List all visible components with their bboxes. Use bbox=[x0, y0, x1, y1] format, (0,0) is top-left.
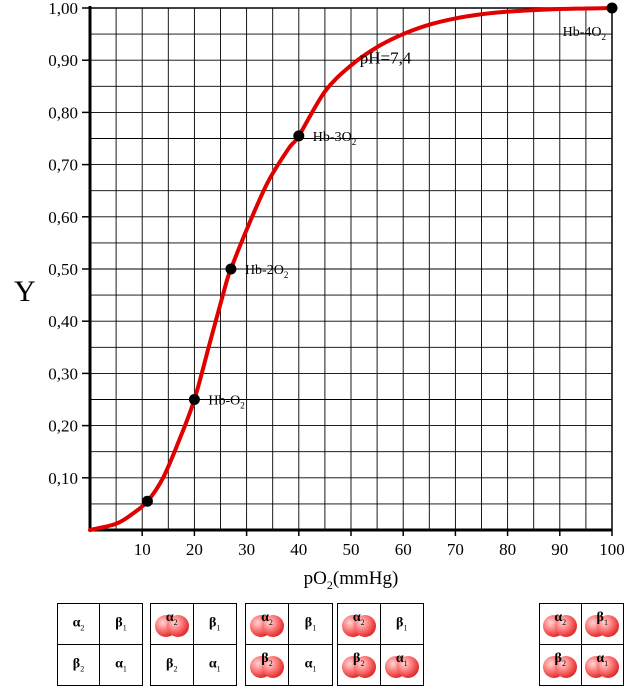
oxygen-molecule-icon bbox=[250, 614, 284, 637]
x-tick-label: 10 bbox=[134, 540, 151, 559]
point-label: Hb-O2 bbox=[208, 394, 244, 411]
y-tick-labels: 0,10 0,20 0,30 0,40 0,50 0,60 0,70 0,80 0,90 1,00 bbox=[48, 0, 90, 488]
subunit-label: α1 bbox=[596, 650, 609, 668]
x-tick-labels: 10 20 30 40 50 60 70 80 90 100 bbox=[134, 530, 625, 559]
subunit-label: β1 bbox=[396, 615, 408, 633]
data-point bbox=[225, 263, 237, 275]
subunit-panel: α2 β1 β2 α1 bbox=[57, 603, 143, 686]
data-point bbox=[141, 495, 153, 507]
subunit-cell: β2 bbox=[540, 644, 582, 685]
subunit-cell: α2 bbox=[338, 604, 381, 645]
y-axis-label: Y bbox=[14, 275, 36, 308]
saturation-curve bbox=[88, 6, 614, 532]
subunit-label: β2 bbox=[72, 656, 85, 674]
subunit-label: β1 bbox=[209, 615, 221, 633]
subunit-label: β1 bbox=[596, 610, 608, 628]
subunit-label: α1 bbox=[395, 650, 408, 668]
subunit-cell: β1 bbox=[100, 604, 142, 645]
x-tick-label: 50 bbox=[343, 540, 360, 559]
subunit-cell: β1 bbox=[380, 604, 423, 645]
x-tick-label: 90 bbox=[551, 540, 568, 559]
subunit-label: α2 bbox=[554, 610, 567, 628]
subunit-cell: α1 bbox=[381, 645, 424, 686]
subunit-label: β1 bbox=[304, 615, 317, 633]
y-tick-label: 0,90 bbox=[48, 51, 78, 70]
subunit-label: β2 bbox=[261, 650, 273, 668]
oxygen-molecule-icon bbox=[585, 614, 620, 637]
subunit-cell: β2 bbox=[338, 644, 381, 685]
subunit-cell: α2 bbox=[58, 604, 100, 645]
data-points: Hb-O2 Hb-2O2 Hb-3O2 Hb-4O2 bbox=[141, 2, 618, 507]
subunit-cell: α2 bbox=[246, 604, 289, 645]
series-group bbox=[88, 6, 614, 532]
oxygen-molecule-icon bbox=[384, 655, 419, 678]
data-point bbox=[188, 394, 200, 405]
point-label: Hb-3O2 bbox=[313, 130, 356, 147]
subunit-cell: β2 bbox=[246, 644, 289, 685]
subunit-panel: α2 β1 β2 α1 bbox=[539, 603, 624, 686]
subunit-label: β2 bbox=[353, 650, 365, 668]
oxygen-saturation-chart: 0,10 0,20 0,30 0,40 0,50 0,60 0,70 0,80 0,90 1,00… bbox=[14, 0, 625, 592]
oxygen-molecule-icon bbox=[543, 655, 578, 678]
subunit-label: α2 bbox=[165, 610, 178, 628]
subunit-label: β2 bbox=[166, 656, 178, 674]
oxygen-molecule-icon bbox=[154, 614, 189, 637]
point-label: Hb-2O2 bbox=[245, 263, 288, 280]
y-tick-label: 0,40 bbox=[48, 312, 78, 331]
subunit-label: α1 bbox=[208, 656, 221, 674]
oxygen-molecule-icon bbox=[543, 614, 578, 637]
y-tick-label: 0,60 bbox=[48, 208, 78, 227]
subunit-cell: α2 bbox=[151, 604, 194, 645]
oxygen-molecule-icon bbox=[250, 655, 284, 678]
y-tick-label: 1,00 bbox=[48, 0, 78, 18]
subunit-cell: β1 bbox=[289, 604, 332, 645]
subunit-label: α1 bbox=[115, 656, 127, 674]
data-point bbox=[293, 130, 305, 142]
data-point bbox=[606, 2, 618, 14]
subunit-cell: α1 bbox=[100, 645, 142, 686]
y-tick-label: 0,10 bbox=[48, 469, 78, 488]
subunit-cell: β1 bbox=[581, 604, 623, 645]
x-tick-label: 80 bbox=[499, 540, 516, 559]
oxygen-molecule-icon bbox=[585, 655, 620, 678]
subunit-label: α2 bbox=[72, 615, 85, 633]
y-tick-label: 0,20 bbox=[48, 417, 78, 436]
x-tick-label: 20 bbox=[186, 540, 203, 559]
subunit-cell: α1 bbox=[582, 645, 624, 686]
subunit-panel: α2 β1 β2 α1 bbox=[150, 603, 237, 686]
subunit-label: β2 bbox=[554, 650, 566, 668]
x-tick-label: 60 bbox=[395, 540, 412, 559]
subunit-panel: α2 β1 β2 α1 bbox=[337, 603, 424, 686]
subunit-cell: α1 bbox=[194, 645, 237, 686]
x-tick-label: 100 bbox=[599, 540, 625, 559]
grid bbox=[90, 8, 612, 530]
subunit-cell: α1 bbox=[289, 645, 332, 686]
oxygen-molecule-icon bbox=[341, 655, 376, 678]
subunit-cell: β2 bbox=[58, 644, 100, 685]
subunit-label: α2 bbox=[261, 610, 273, 628]
subunit-panel: α2 β1 β2 α1 bbox=[245, 603, 333, 686]
subunit-cell: α2 bbox=[540, 604, 582, 645]
subunit-label: α2 bbox=[352, 610, 365, 628]
x-tick-label: 30 bbox=[238, 540, 255, 559]
ph-annotation: pH=7,4 bbox=[360, 49, 412, 68]
oxygen-molecule-icon bbox=[341, 614, 376, 637]
subunit-cell: β2 bbox=[151, 644, 194, 685]
y-tick-label: 0,30 bbox=[48, 364, 78, 383]
x-axis-label: pO2(mmHg) bbox=[304, 568, 399, 592]
y-tick-label: 0,70 bbox=[48, 156, 78, 175]
y-tick-label: 0,50 bbox=[48, 260, 78, 279]
point-label: Hb-4O2 bbox=[563, 25, 606, 42]
subunit-cell: β1 bbox=[193, 604, 236, 645]
y-tick-label: 0,80 bbox=[48, 103, 78, 122]
x-tick-label: 40 bbox=[290, 540, 307, 559]
x-tick-label: 70 bbox=[447, 540, 464, 559]
subunit-label: β1 bbox=[115, 615, 127, 633]
subunit-label: α1 bbox=[304, 656, 317, 674]
